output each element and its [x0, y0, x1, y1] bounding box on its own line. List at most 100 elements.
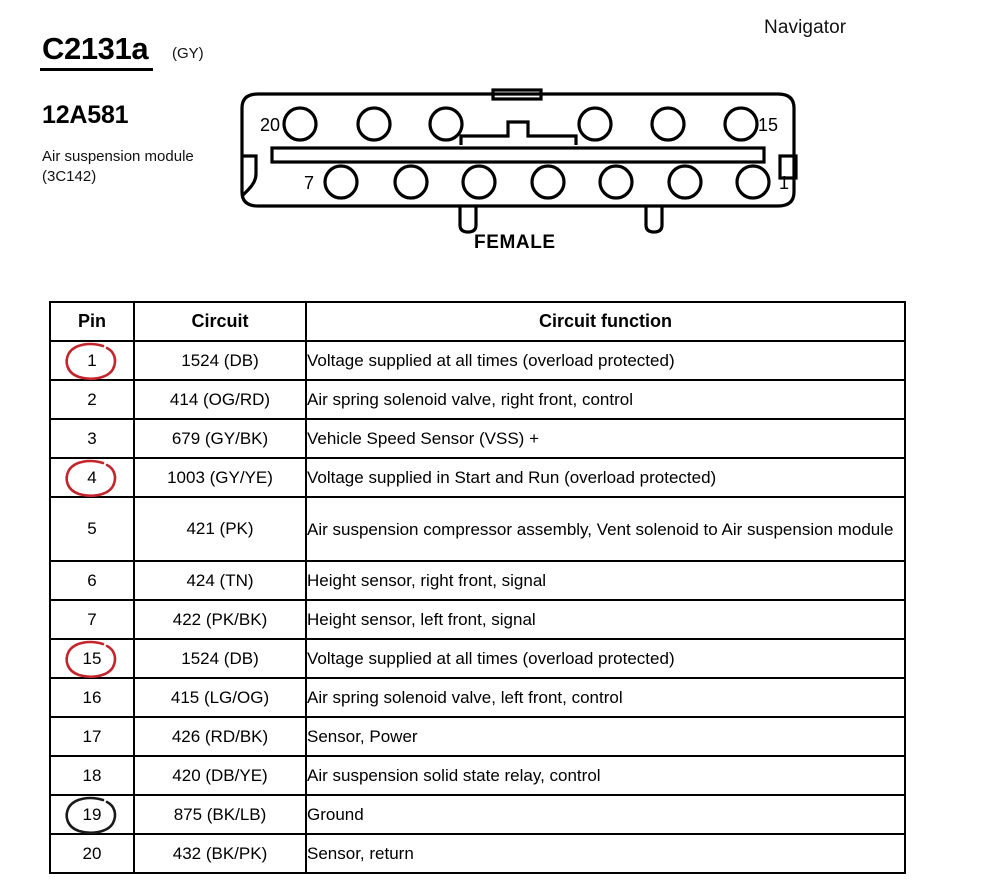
pin-number-cell: 20	[49, 833, 135, 874]
table-header-row: Pin Circuit Circuit function	[49, 301, 906, 342]
pin-number-value: 1	[87, 350, 97, 370]
pin-number-value: 17	[82, 726, 102, 746]
circuit-function-cell: Height sensor, right front, signal	[305, 560, 906, 601]
circuit-function-value: Sensor, Power	[307, 727, 418, 746]
pin-number-cell: 3	[49, 418, 135, 459]
circuit-function-value: Air spring solenoid valve, left front, c…	[307, 688, 623, 707]
circuit-function-value: Ground	[307, 805, 364, 824]
circuit-function-value: Height sensor, right front, signal	[307, 571, 547, 590]
table-row: 2 414 (OG/RD) Air spring solenoid valve, r…	[49, 379, 906, 420]
connector-id-label: C2131a	[42, 31, 149, 66]
circuit-function-value: Air spring solenoid valve, right front, …	[307, 390, 633, 409]
circuit-function-cell: Air spring solenoid valve, left front, c…	[305, 677, 906, 718]
connector-part-number-label: 12A581	[42, 101, 129, 129]
pin-number-value: 15	[82, 648, 102, 668]
circuit-cell: 679 (GY/BK)	[133, 418, 307, 459]
table-row: 20 432 (BK/PK) Sensor, return	[49, 833, 906, 874]
pinout-table-container: Pin Circuit Circuit function 1 1524 (DB) V…	[49, 301, 906, 874]
pin-number-value: 2	[87, 389, 97, 409]
table-row: 7 422 (PK/BK) Height sensor, left front, s…	[49, 599, 906, 640]
circuit-function-value: Voltage supplied in Start and Run (overl…	[307, 468, 717, 487]
table-row: 3 679 (GY/BK) Vehicle Speed Sensor (VSS) +	[49, 418, 906, 459]
table-row: 5 421 (PK) Air suspension compressor assem…	[49, 496, 906, 562]
circuit-cell: 1524 (DB)	[133, 340, 307, 381]
pin-number-cell: 7	[49, 599, 135, 640]
table-row: 16 415 (LG/OG) Air spring solenoid valve, …	[49, 677, 906, 718]
circuit-function-value: Voltage supplied at all times (overload …	[307, 649, 675, 668]
pin-number-cell: 1	[49, 340, 135, 381]
circuit-value: 424 (TN)	[186, 570, 254, 590]
pin-number-cell: 2	[49, 379, 135, 420]
circuit-function-cell: Sensor, Power	[305, 716, 906, 757]
cavity-label-15: 15	[758, 115, 778, 135]
circuit-function-cell: Ground	[305, 794, 906, 835]
circuit-function-value: Vehicle Speed Sensor (VSS) +	[307, 429, 539, 448]
pin-number-cell: 18	[49, 755, 135, 796]
connector-gender-label: FEMALE	[474, 232, 556, 253]
pin-number-cell: 15	[49, 638, 135, 679]
circuit-value: 420 (DB/YE)	[172, 765, 268, 785]
pin-number-value: 18	[82, 765, 102, 785]
circuit-function-cell: Vehicle Speed Sensor (VSS) +	[305, 418, 906, 459]
circuit-function-cell: Voltage supplied at all times (overload …	[305, 638, 906, 679]
circuit-function-value: Air suspension solid state relay, contro…	[307, 766, 601, 785]
pin-number-value: 4	[87, 467, 97, 487]
table-row: 18 420 (DB/YE) Air suspension solid state …	[49, 755, 906, 796]
circuit-function-cell: Voltage supplied at all times (overload …	[305, 340, 906, 381]
pin-number-cell: 16	[49, 677, 135, 718]
circuit-value: 1524 (DB)	[181, 648, 259, 668]
vehicle-name-label: Navigator	[764, 17, 847, 38]
circuit-function-cell: Air suspension compressor assembly, Vent…	[305, 496, 906, 562]
circuit-function-value: Height sensor, left front, signal	[307, 610, 536, 629]
circuit-function-cell: Voltage supplied in Start and Run (overl…	[305, 457, 906, 498]
pin-number-cell: 4	[49, 457, 135, 498]
table-row: 15 1524 (DB) Voltage supplied at all times…	[49, 638, 906, 679]
circuit-cell: 414 (OG/RD)	[133, 379, 307, 420]
circuit-cell: 1524 (DB)	[133, 638, 307, 679]
pin-number-cell: 6	[49, 560, 135, 601]
circuit-value: 426 (RD/BK)	[171, 726, 269, 746]
column-header-circuit: Circuit	[133, 301, 307, 342]
pin-number-cell: 5	[49, 496, 135, 562]
connector-id-underline	[40, 68, 153, 71]
circuit-cell: 875 (BK/LB)	[133, 794, 307, 835]
cavity-label-7: 7	[304, 173, 314, 193]
pin-number-value: 19	[82, 804, 102, 824]
circuit-cell: 426 (RD/BK)	[133, 716, 307, 757]
connector-diagram: 20 15 7 1	[228, 82, 808, 262]
table-row: 1 1524 (DB) Voltage supplied at all times …	[49, 340, 906, 381]
circuit-function-value: Voltage supplied at all times (overload …	[307, 351, 675, 370]
column-header-function: Circuit function	[305, 301, 906, 342]
cavity-label-20: 20	[260, 115, 280, 135]
pinout-table-body: 1 1524 (DB) Voltage supplied at all times …	[49, 340, 906, 874]
circuit-value: 422 (PK/BK)	[172, 609, 268, 629]
circuit-value: 1003 (GY/YE)	[167, 467, 273, 487]
circuit-function-cell: Air suspension solid state relay, contro…	[305, 755, 906, 796]
cavity-label-1: 1	[779, 173, 789, 193]
connector-description-label: Air suspension module (3C142)	[42, 148, 194, 185]
circuit-cell: 432 (BK/PK)	[133, 833, 307, 874]
table-row: 4 1003 (GY/YE) Voltage supplied in Start a…	[49, 457, 906, 498]
circuit-function-value: Sensor, return	[307, 844, 414, 863]
circuit-value: 1524 (DB)	[181, 350, 259, 370]
table-row: 6 424 (TN) Height sensor, right front, sig…	[49, 560, 906, 601]
circuit-value: 415 (LG/OG)	[170, 687, 270, 707]
pin-number-value: 5	[87, 519, 97, 538]
pin-number-cell: 17	[49, 716, 135, 757]
pin-number-value: 3	[87, 428, 97, 448]
table-row: 19 875 (BK/LB) Ground	[49, 794, 906, 835]
circuit-cell: 415 (LG/OG)	[133, 677, 307, 718]
circuit-value: 679 (GY/BK)	[171, 428, 269, 448]
circuit-function-cell: Height sensor, left front, signal	[305, 599, 906, 640]
pinout-table: Pin Circuit Circuit function 1 1524 (DB) V…	[49, 301, 906, 874]
circuit-value: 432 (BK/PK)	[172, 843, 268, 863]
circuit-value: 421 (PK)	[186, 519, 254, 538]
circuit-cell: 421 (PK)	[133, 496, 307, 562]
pin-number-value: 6	[87, 570, 97, 590]
table-row: 17 426 (RD/BK) Sensor, Power	[49, 716, 906, 757]
pin-number-value: 20	[82, 843, 102, 863]
pin-number-value: 16	[82, 687, 102, 707]
connector-color-code-label: (GY)	[172, 45, 204, 62]
circuit-cell: 422 (PK/BK)	[133, 599, 307, 640]
